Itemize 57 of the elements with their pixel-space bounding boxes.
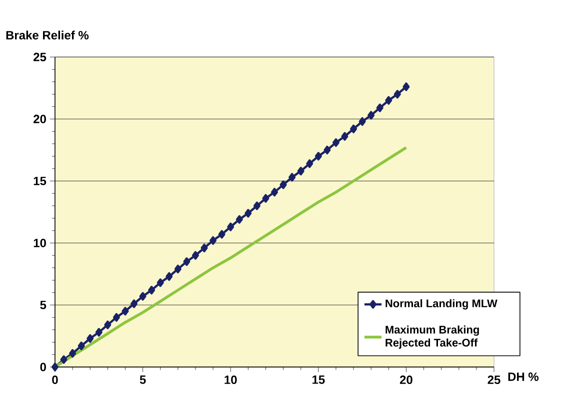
point (368, 110, 375, 120)
point (130, 299, 138, 308)
legend-label: Maximum Braking Rejected Take-Off (386, 326, 479, 349)
point (341, 132, 348, 141)
point (297, 166, 304, 176)
point (218, 230, 226, 239)
point (78, 342, 85, 350)
y-tick-label: 25 (34, 52, 46, 62)
point (86, 334, 94, 343)
legend-label: Normal Landing MLW (386, 299, 498, 310)
point (122, 306, 129, 316)
point (402, 82, 410, 92)
point (280, 180, 287, 190)
point (236, 215, 243, 224)
point (156, 278, 164, 287)
point (376, 104, 384, 112)
x-axis-title: DH % (508, 372, 539, 381)
x-tick-label: 15 (312, 376, 325, 384)
x-tick-label: 5 (140, 376, 146, 384)
x-tick-label: 0 (52, 376, 58, 384)
point (200, 244, 208, 252)
point (271, 188, 278, 196)
point (60, 355, 68, 364)
point (262, 194, 270, 203)
point (95, 328, 102, 337)
point (69, 349, 76, 358)
point (148, 286, 156, 294)
y-tick-label: 5 (40, 300, 46, 310)
y-tick-label: 20 (34, 114, 46, 124)
point (358, 117, 366, 126)
point (183, 257, 190, 266)
point (112, 313, 120, 322)
point (227, 222, 234, 232)
point (314, 152, 322, 160)
y-tick-label: 15 (34, 176, 46, 186)
y-tick-label: 0 (40, 362, 46, 372)
point (104, 320, 112, 330)
point (288, 172, 296, 182)
point (306, 159, 314, 168)
point (350, 124, 358, 134)
point (166, 272, 173, 281)
point (332, 138, 340, 147)
point (385, 96, 392, 105)
point (192, 251, 199, 260)
point (253, 202, 260, 210)
point (244, 208, 252, 218)
point (139, 292, 146, 301)
x-tick-label: 20 (400, 376, 412, 384)
point (52, 362, 59, 372)
point (210, 236, 217, 245)
x-tick-label: 10 (224, 376, 237, 384)
point (174, 264, 182, 274)
y-tick-label: 10 (34, 238, 46, 248)
x-tick-label: 25 (488, 376, 500, 384)
point (324, 146, 331, 154)
point (394, 90, 401, 98)
y-axis-title: Brake Relief % (6, 30, 89, 40)
